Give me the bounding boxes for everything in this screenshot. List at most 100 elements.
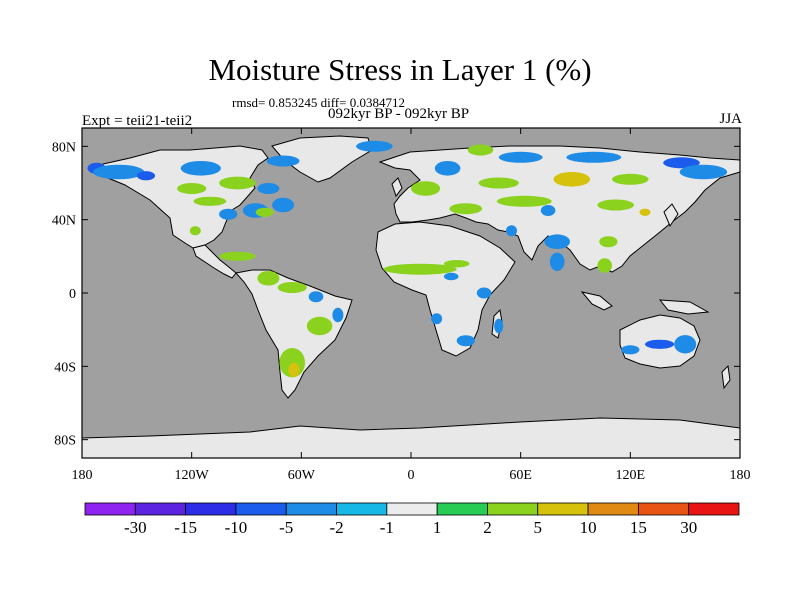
colorbar-label: -2 (329, 518, 343, 537)
colorbar-label: 5 (534, 518, 543, 537)
anomaly-patch-46 (443, 272, 459, 281)
colorbar-label: -30 (124, 518, 147, 537)
anomaly-patch-14 (189, 226, 201, 236)
anomaly-patch-48 (431, 313, 443, 325)
anomaly-patch-35 (496, 195, 552, 207)
y-tick-label: 0 (69, 287, 76, 302)
colorbar-swatch (688, 502, 740, 516)
anomaly-patch-7 (219, 176, 256, 190)
y-tick-label: 80S (54, 434, 76, 449)
colorbar-label: -10 (225, 518, 248, 537)
anomaly-patch-44 (383, 263, 457, 275)
anomaly-patch-47 (476, 287, 492, 299)
y-tick-label: 80N (52, 140, 76, 155)
anomaly-patch-6 (177, 183, 207, 194)
x-tick-label: 0 (408, 468, 415, 483)
chart-title: Moisture Stress in Layer 1 (%) (208, 52, 592, 87)
colorbar-swatch (537, 502, 589, 516)
land-greenland (271, 135, 373, 183)
colorbar-swatch (637, 502, 690, 516)
anomaly-patch-41 (599, 236, 618, 248)
anomaly-patch-40 (544, 234, 570, 249)
anomaly-patch-49 (456, 335, 475, 347)
anomaly-patch-50 (494, 318, 504, 334)
anomaly-patch-27 (566, 151, 622, 163)
anomaly-patch-10 (219, 208, 238, 220)
anomaly-patch-15 (219, 251, 256, 261)
anomaly-patch-17 (277, 282, 307, 293)
land-central-america (192, 244, 237, 279)
anomaly-patch-8 (257, 183, 280, 194)
colorbar-swatch (134, 502, 187, 516)
anomaly-patch-25 (434, 161, 461, 176)
anomaly-patch-12 (272, 197, 295, 213)
colorbar-swatch (336, 502, 388, 516)
anomaly-patch-37 (506, 225, 517, 237)
land-new-zealand (721, 364, 731, 390)
anomaly-patch-16 (257, 271, 280, 286)
anomaly-patch-32 (553, 172, 591, 187)
anomaly-patch-45 (443, 260, 470, 268)
anomaly-patch-42 (549, 252, 565, 271)
rmsd-diff-stats: rmsd= 0.853245 diff= 0.0384712 (232, 95, 405, 110)
colorbar-swatch (185, 502, 237, 516)
anomaly-patch-5 (266, 155, 300, 167)
anomaly-patch-28 (663, 157, 700, 169)
colorbar-label: 30 (680, 518, 697, 537)
colorbar-swatch (285, 502, 337, 516)
anomaly-patch-9 (193, 196, 227, 206)
x-tick-label: 180 (72, 468, 93, 483)
anomaly-patch-19 (306, 316, 333, 336)
x-tick-label: 180 (730, 468, 751, 483)
anomaly-patch-26 (498, 151, 543, 163)
land-borneo-sumatra (580, 291, 613, 311)
y-tick-label: 40S (54, 360, 76, 375)
anomaly-patch-4 (180, 161, 221, 176)
anomaly-patch-3 (136, 171, 156, 181)
anomaly-patch-2 (93, 164, 145, 180)
x-tick-label: 120W (175, 468, 210, 483)
anomaly-patch-23 (356, 140, 393, 152)
season-label: JJA (719, 111, 742, 127)
anomaly-patch-36 (540, 205, 556, 216)
colorbar-label: -1 (380, 518, 394, 537)
land-new-guinea (658, 299, 710, 315)
colorbar-label: 10 (580, 518, 597, 537)
colorbar-label: -15 (174, 518, 197, 537)
colorbar-swatch (386, 502, 438, 516)
anomaly-patch-53 (621, 345, 640, 355)
anomaly-patch-52 (674, 335, 697, 354)
x-tick-label: 60W (288, 468, 316, 483)
land-europe-asia (378, 145, 740, 273)
y-tick-label: 40N (52, 214, 76, 229)
anomaly-patch-38 (597, 199, 634, 211)
anomaly-patch-43 (597, 258, 612, 273)
land-antarctica (82, 417, 740, 458)
colorbar-label: 2 (483, 518, 492, 537)
anomaly-patch-30 (411, 181, 441, 196)
anomaly-field (87, 140, 728, 378)
anomaly-patch-31 (478, 177, 519, 189)
anomaly-patch-51 (645, 339, 675, 349)
land-south-america (235, 269, 353, 399)
colorbar-label: 1 (433, 518, 442, 537)
x-tick-label: 60E (509, 468, 532, 483)
anomaly-patch-29 (679, 164, 728, 180)
colorbar-swatch (436, 502, 488, 516)
land-japan (663, 203, 679, 228)
anomaly-patch-20 (332, 307, 344, 323)
colorbar-swatch (84, 502, 136, 516)
anomaly-patch-13 (255, 207, 274, 217)
colorbar-label: -5 (279, 518, 293, 537)
colorbar-label: 15 (630, 518, 647, 537)
anomaly-patch-24 (467, 144, 494, 156)
period-label: 092kyr BP - 092kyr BP (328, 106, 470, 122)
colorbar-swatch (487, 502, 539, 516)
experiment-label: Expt = teii21-teii2 (82, 113, 193, 129)
anomaly-patch-22 (288, 362, 300, 378)
anomaly-patch-39 (639, 208, 651, 216)
anomaly-patch-33 (612, 173, 649, 185)
x-tick-label: 120E (616, 468, 646, 483)
